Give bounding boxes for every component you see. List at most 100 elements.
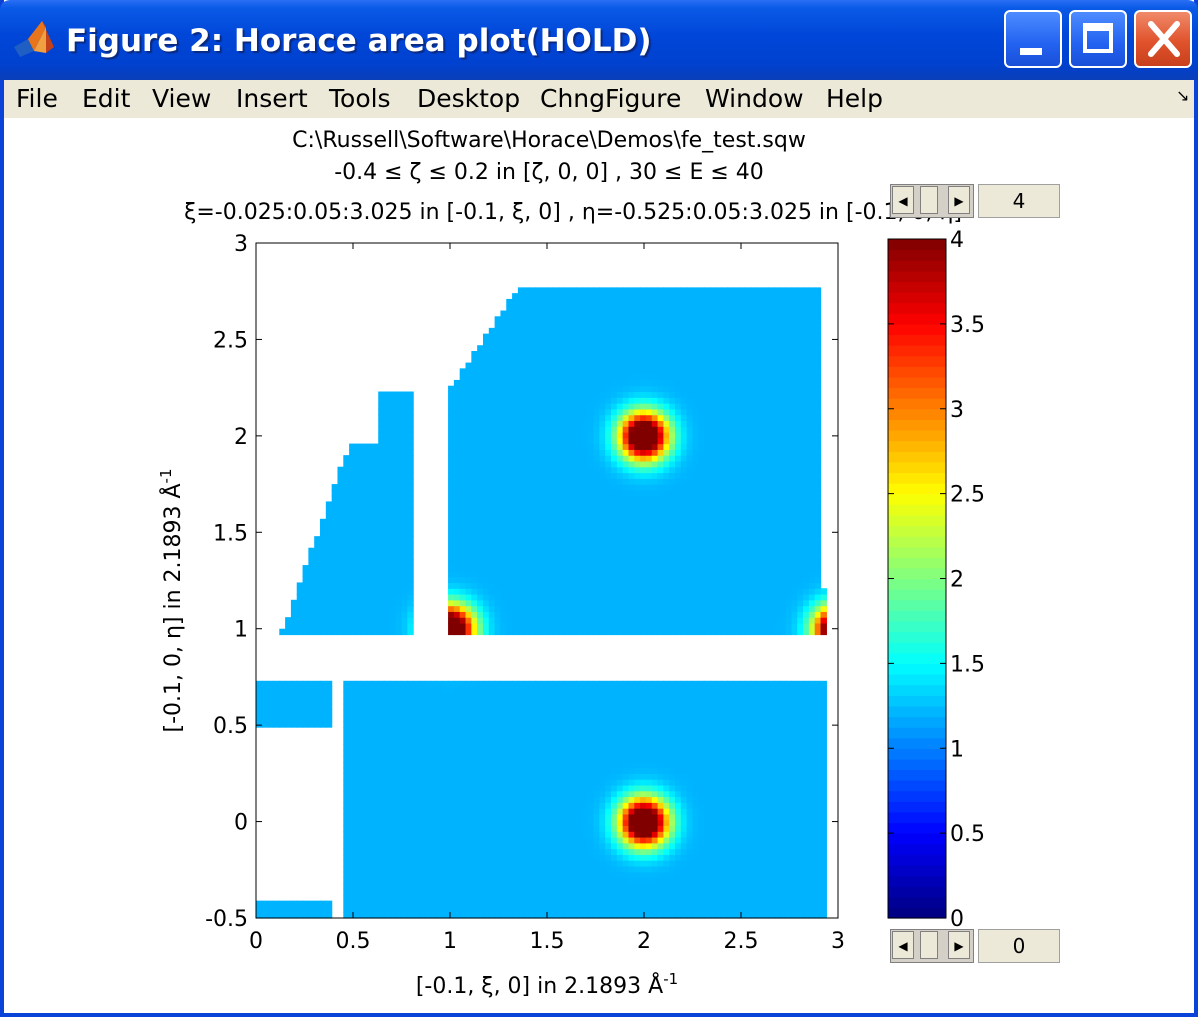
heatmap-cell	[587, 594, 595, 601]
heatmap-cell	[506, 379, 513, 387]
heatmap-cell	[349, 484, 356, 491]
heatmap-cell	[523, 871, 531, 879]
title-bar[interactable]: Figure 2: Horace area plot(HOLD)	[0, 0, 1198, 80]
heatmap-cell	[372, 484, 379, 491]
heatmap-cell	[541, 316, 548, 323]
minimize-button[interactable]	[1004, 10, 1062, 68]
heatmap-cell	[651, 912, 659, 919]
heatmap-cell	[587, 339, 595, 346]
heatmap-cell	[581, 397, 589, 404]
heatmap-cell	[343, 709, 350, 717]
heatmap-cell	[407, 594, 414, 601]
heatmap-cell	[523, 507, 531, 514]
heatmap-cell	[523, 773, 531, 780]
heatmap-cell	[535, 478, 542, 485]
heatmap-cell	[593, 466, 600, 474]
heatmap-cell	[564, 298, 571, 306]
heatmap-cell	[512, 831, 519, 838]
heatmap-cell	[430, 906, 438, 913]
maximize-button[interactable]	[1069, 10, 1127, 68]
heatmap-cell	[523, 576, 531, 584]
heatmap-cell	[651, 732, 659, 740]
menu-file[interactable]: File	[16, 84, 58, 113]
heatmap-cell	[471, 680, 478, 688]
heatmap-cell	[506, 727, 513, 734]
heatmap-cell	[517, 912, 525, 919]
heatmap-cell	[384, 744, 391, 751]
heatmap-cell	[366, 576, 373, 584]
heatmap-cell	[477, 605, 484, 612]
heatmap-cell	[459, 426, 467, 433]
heatmap-cell	[448, 767, 455, 774]
close-button[interactable]	[1134, 10, 1192, 68]
heatmap-cell	[360, 460, 368, 468]
heatmap-cell	[290, 692, 298, 699]
menu-chngfigure[interactable]: ChngFigure	[540, 84, 682, 113]
heatmap-cell	[599, 368, 606, 375]
heatmap-cell	[587, 790, 595, 798]
heatmap-cell	[645, 611, 653, 618]
heatmap-cell	[570, 356, 577, 364]
heatmap-cell	[581, 802, 589, 809]
heatmap-cell	[616, 732, 624, 740]
heatmap-cell	[552, 889, 560, 896]
heatmap-cell	[512, 541, 519, 549]
heatmap-cell	[488, 622, 496, 630]
heatmap-cell	[645, 408, 653, 416]
heatmap-cell	[384, 819, 391, 827]
heatmap-cell	[558, 692, 566, 699]
heatmap-cell	[517, 848, 525, 855]
menu-help[interactable]: Help	[826, 84, 883, 113]
heatmap-cell	[564, 478, 571, 485]
heatmap-cell	[459, 721, 467, 728]
heatmap-cell	[622, 883, 630, 890]
heatmap-cell	[384, 507, 391, 514]
dock-arrow-icon[interactable]: ↘	[1176, 86, 1190, 105]
heatmap-cell	[593, 501, 600, 508]
heatmap-cell	[523, 848, 531, 855]
heatmap-cell	[471, 513, 478, 520]
menu-desktop[interactable]: Desktop	[417, 84, 521, 113]
menu-insert[interactable]: Insert	[236, 84, 308, 113]
heatmap-cell	[401, 403, 408, 410]
heatmap-cell	[529, 426, 536, 433]
heatmap-cell	[506, 865, 513, 873]
heatmap-cell	[605, 721, 612, 728]
heatmap-cell	[517, 825, 525, 832]
heatmap-cell	[581, 784, 589, 792]
menu-window[interactable]: Window	[705, 84, 804, 113]
heatmap-cell	[459, 784, 467, 792]
heatmap-cell	[430, 860, 438, 867]
heatmap-cell	[634, 680, 641, 688]
heatmap-cell	[413, 808, 420, 815]
heatmap-cell	[628, 460, 635, 468]
heatmap-cell	[442, 854, 449, 861]
heatmap-cell	[459, 680, 467, 688]
heatmap-cell	[482, 559, 490, 566]
heatmap-cell	[523, 368, 531, 375]
heatmap-cell	[448, 871, 455, 879]
heatmap-cell	[622, 339, 630, 346]
menu-tools[interactable]: Tools	[329, 84, 391, 113]
heatmap-cell	[494, 588, 502, 595]
heatmap-cell	[576, 709, 583, 717]
heatmap-cell	[482, 565, 490, 572]
heatmap-cell	[354, 449, 362, 456]
menu-view[interactable]: View	[152, 84, 212, 113]
heatmap-cell	[535, 622, 542, 630]
heatmap-cell	[494, 547, 502, 555]
heatmap-cell	[552, 773, 560, 780]
heatmap-cell	[418, 837, 426, 844]
heatmap-cell	[599, 322, 606, 329]
heatmap-cell	[512, 530, 519, 537]
heatmap-cell	[401, 727, 408, 734]
heatmap-cell	[395, 518, 403, 526]
heatmap-cell	[529, 698, 536, 705]
heatmap-cell	[645, 790, 653, 798]
heatmap-cell	[343, 813, 350, 821]
menu-edit[interactable]: Edit	[82, 84, 131, 113]
heatmap-cell	[302, 599, 309, 607]
heatmap-cell	[640, 779, 647, 786]
heatmap-cell	[541, 588, 548, 595]
heatmap-cell	[599, 443, 606, 450]
